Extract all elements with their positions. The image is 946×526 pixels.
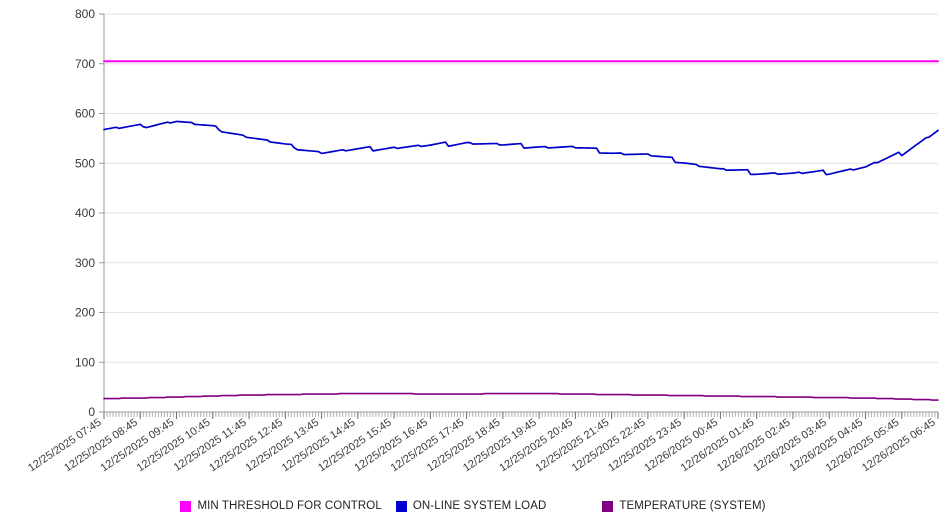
legend-swatch-temperature-system bbox=[602, 500, 614, 512]
legend-label-temperature-system: TEMPERATURE (SYSTEM) bbox=[619, 500, 766, 512]
y-axis-tick-label: 0 bbox=[88, 405, 95, 419]
legend-swatch-on-line-system-load bbox=[395, 500, 407, 512]
y-axis-tick-label: 800 bbox=[75, 7, 95, 21]
legend-item-on-line-system-load[interactable]: ON-LINE SYSTEM LOAD bbox=[395, 500, 547, 512]
y-axis-tick-label: 100 bbox=[75, 355, 95, 369]
legend-swatch-min-threshold-for-control bbox=[180, 500, 192, 512]
y-axis-tick-label: 300 bbox=[75, 256, 95, 270]
y-axis-tick-label: 700 bbox=[75, 57, 95, 71]
series-line-on-line-system-load bbox=[103, 120, 939, 176]
legend-item-temperature-system[interactable]: TEMPERATURE (SYSTEM) bbox=[602, 500, 765, 512]
y-axis-tick-label: 200 bbox=[75, 306, 95, 320]
chart-legend: MIN THRESHOLD FOR CONTROL ON-LINE SYSTEM… bbox=[0, 496, 946, 516]
y-axis-tick-label: 600 bbox=[75, 107, 95, 121]
legend-label-on-line-system-load: ON-LINE SYSTEM LOAD bbox=[412, 500, 547, 512]
legend-item-min-threshold-for-control[interactable]: MIN THRESHOLD FOR CONTROL bbox=[180, 500, 382, 512]
y-axis-tick-label: 400 bbox=[75, 206, 95, 220]
y-axis-tick-label: 500 bbox=[75, 156, 95, 170]
legend-label-min-threshold-for-control: MIN THRESHOLD FOR CONTROL bbox=[197, 500, 382, 512]
series-line-temperature-system bbox=[103, 392, 939, 401]
